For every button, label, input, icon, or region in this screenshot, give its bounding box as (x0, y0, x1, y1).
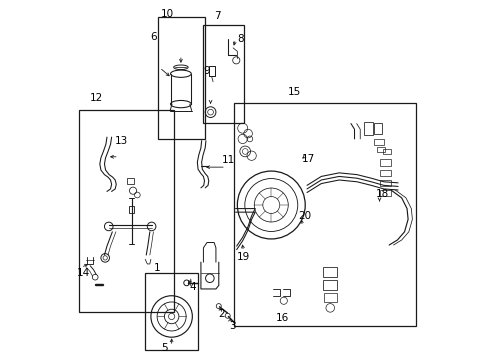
Text: 17: 17 (302, 154, 315, 163)
Bar (145, 273, 198, 350)
Bar (379, 180, 390, 186)
Text: 1: 1 (153, 262, 160, 273)
Bar (323, 267, 337, 277)
Text: 3: 3 (228, 321, 235, 332)
Text: 18: 18 (375, 189, 388, 199)
Text: 15: 15 (287, 87, 301, 98)
Text: 6: 6 (150, 32, 156, 42)
Bar (158, 18, 205, 139)
Bar (373, 139, 383, 145)
Text: 2: 2 (218, 309, 224, 319)
Text: 16: 16 (275, 312, 288, 323)
Bar (382, 149, 390, 154)
Text: 5: 5 (161, 343, 167, 353)
Bar (203, 24, 244, 123)
Text: 8: 8 (237, 34, 244, 44)
Text: 9: 9 (203, 66, 209, 76)
Bar (379, 190, 390, 196)
Text: 7: 7 (214, 11, 221, 21)
Text: 14: 14 (77, 268, 90, 278)
Text: 10: 10 (161, 9, 174, 19)
Bar (80, 111, 174, 312)
Text: 12: 12 (89, 93, 102, 103)
Text: 19: 19 (236, 252, 249, 262)
Text: 20: 20 (298, 211, 311, 221)
Text: 13: 13 (114, 136, 128, 146)
Bar (323, 280, 337, 290)
Bar (364, 122, 372, 135)
Bar (129, 206, 134, 213)
Bar (373, 123, 381, 134)
Bar (376, 147, 384, 152)
Text: 11: 11 (222, 156, 235, 165)
Bar (323, 293, 337, 302)
Bar (234, 103, 415, 327)
Bar (127, 178, 134, 184)
Bar (379, 159, 390, 166)
Text: 4: 4 (189, 282, 196, 292)
Bar (379, 170, 390, 176)
